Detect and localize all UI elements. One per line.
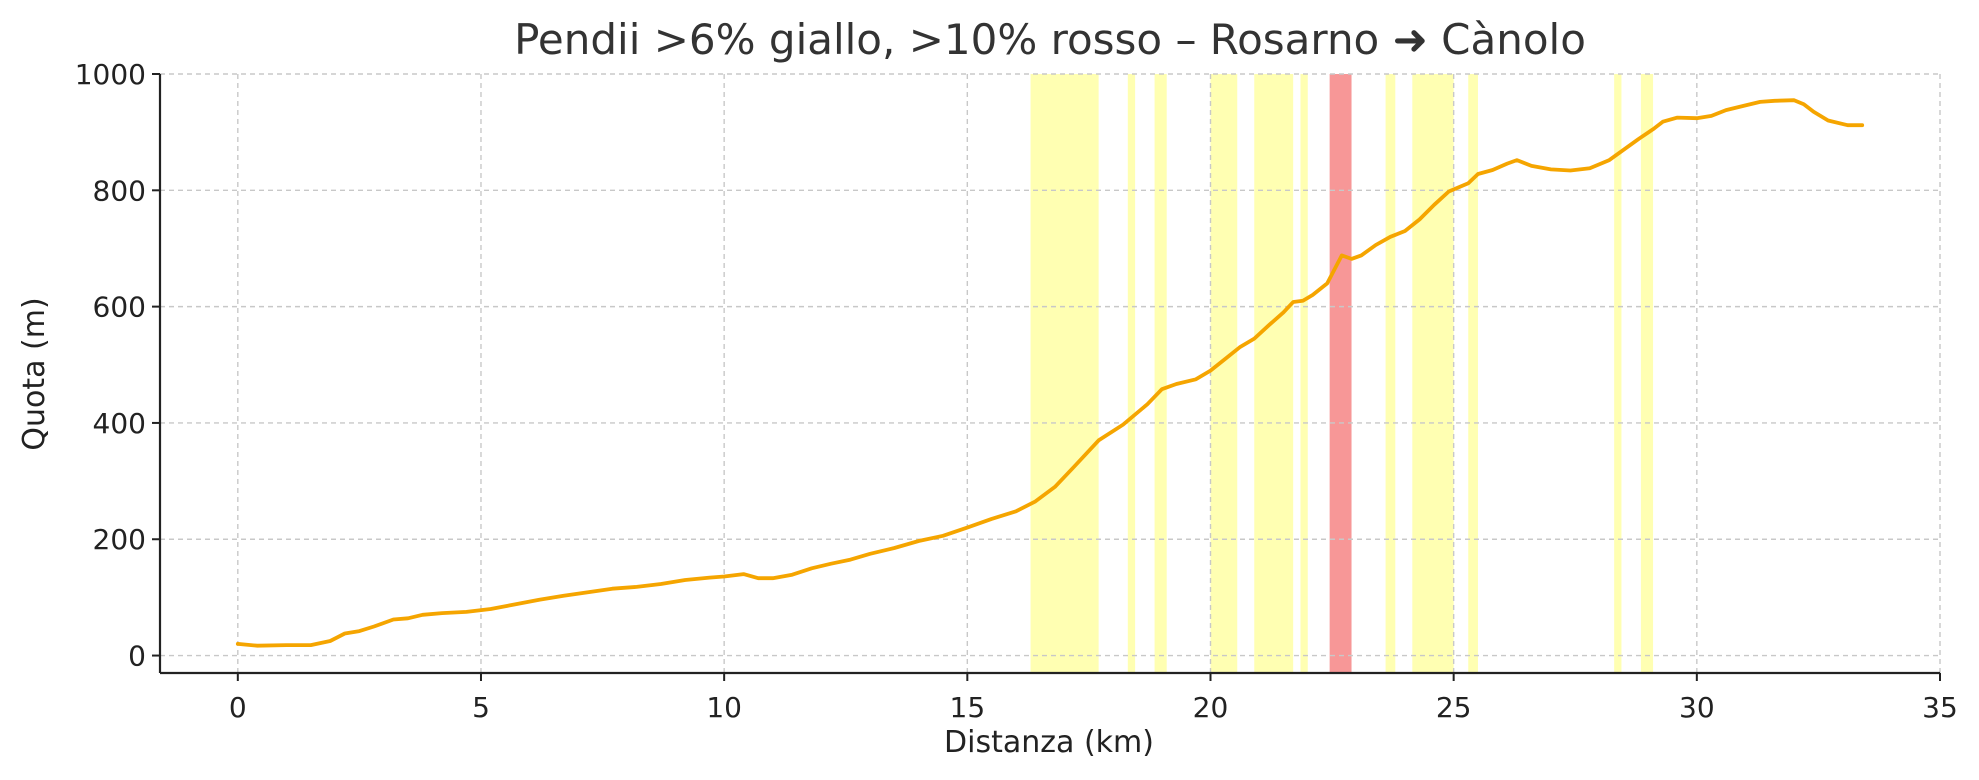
y-tick-label: 800: [93, 174, 146, 207]
y-axis-label: Quota (m): [17, 297, 52, 450]
y-tick-label: 1000: [75, 58, 146, 91]
x-tick-label: 25: [1436, 691, 1472, 724]
elevation-series: [235, 98, 1865, 648]
slope-band-moderate: [1300, 74, 1308, 673]
grid-lines: [160, 73, 1941, 673]
slope-band-moderate: [1254, 74, 1294, 673]
slope-band-moderate: [1640, 74, 1654, 673]
axes: [158, 74, 1940, 675]
x-axis-label: Distanza (km): [944, 725, 1154, 760]
tick-labels: 0 5 10 15 20 25 30 35 0 200 400 600 800 1000: [75, 58, 1958, 724]
slope-band-moderate: [1385, 74, 1396, 673]
x-tick-label: 5: [472, 691, 490, 724]
slope-band-moderate: [1412, 74, 1454, 673]
slope-band-moderate: [1210, 74, 1238, 673]
y-tick-label: 400: [93, 407, 146, 440]
x-tick-label: 35: [1922, 691, 1958, 724]
slope-band-moderate: [1154, 74, 1167, 673]
slope-band-moderate: [1127, 74, 1136, 673]
elevation-line: [235, 98, 1865, 648]
x-tick-label: 0: [229, 691, 247, 724]
slope-band-moderate: [1030, 74, 1099, 673]
y-tick-label: 200: [93, 523, 146, 556]
slope-band-moderate: [1468, 74, 1478, 673]
y-tick-label: 0: [128, 640, 146, 673]
x-tick-label: 15: [950, 691, 986, 724]
slope-band-steep: [1329, 74, 1352, 673]
x-tick-label: 10: [706, 691, 742, 724]
chart-title: Pendii >6% giallo, >10% rosso – Rosarno …: [514, 15, 1586, 64]
y-tick-label: 600: [93, 291, 146, 324]
x-tick-label: 20: [1193, 691, 1229, 724]
x-tick-label: 30: [1679, 691, 1715, 724]
slope-band-moderate: [1614, 74, 1622, 673]
slope-bands: [1030, 74, 1654, 673]
